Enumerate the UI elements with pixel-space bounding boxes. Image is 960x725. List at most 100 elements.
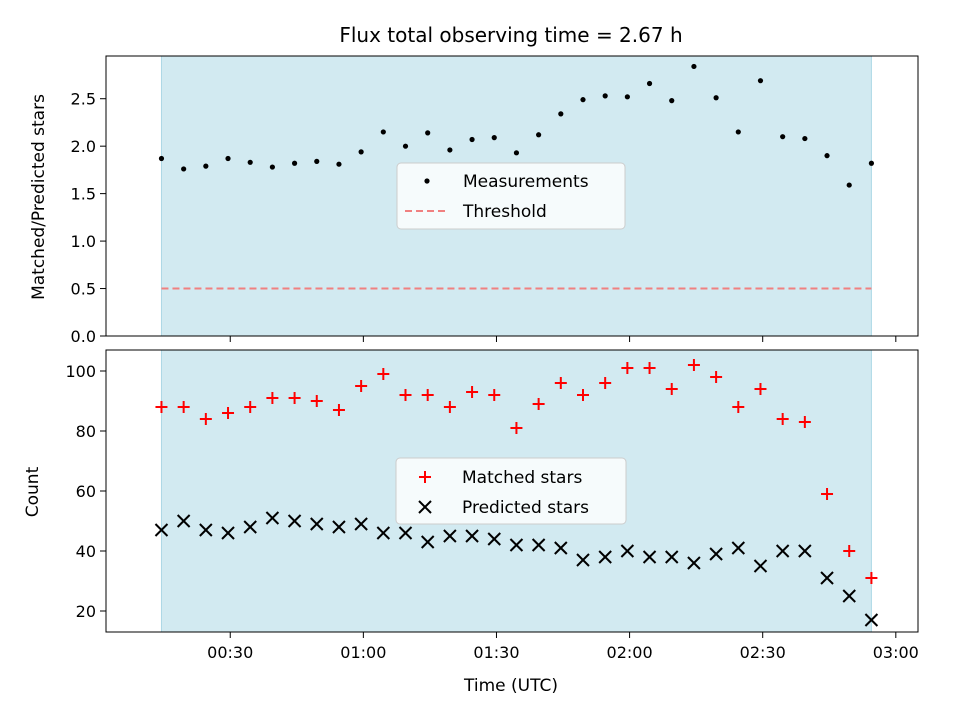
measurement-point	[824, 153, 830, 159]
matched-star-point	[665, 383, 678, 395]
predicted-star-point	[642, 550, 657, 564]
top-panel-frame	[105, 55, 919, 337]
matched-star-point	[532, 398, 545, 410]
predicted-star-point	[154, 523, 169, 537]
predicted-star-point	[598, 550, 612, 564]
bottom-y-axis-label: Count	[23, 466, 43, 517]
y-tick-label: 1.5	[71, 185, 96, 204]
top-legend-box	[396, 162, 626, 230]
measurement-point	[247, 159, 253, 165]
predicted-star-point	[398, 526, 413, 540]
predicted-star-point	[687, 556, 701, 570]
matched-star-point	[199, 413, 212, 425]
measurement-point	[735, 129, 741, 135]
legend-predicted-label: Predicted stars	[462, 498, 589, 518]
measurement-point	[336, 161, 342, 167]
bottom-legend-box	[395, 457, 627, 525]
legend-measurements-label: Measurements	[463, 172, 589, 192]
matched-star-point	[687, 359, 700, 371]
measurement-point	[580, 97, 586, 103]
predicted-star-point	[820, 571, 834, 585]
measurement-point	[691, 63, 697, 70]
matched-star-point	[288, 392, 301, 404]
bottom-panel-frame	[105, 349, 919, 633]
x-tick-label: 02:00	[607, 643, 653, 662]
measurement-point	[269, 164, 275, 170]
predicted-star-point	[465, 529, 479, 543]
measurement-point	[868, 160, 875, 166]
matched-star-point	[510, 422, 523, 434]
predicted-star-point	[420, 535, 435, 549]
predicted-star-point	[842, 589, 856, 603]
y-tick-label: 40	[76, 542, 96, 561]
x-axis-label: Time (UTC)	[463, 676, 558, 696]
measurement-point	[358, 149, 364, 155]
matched-star-point	[177, 401, 190, 413]
predicted-star-point	[864, 613, 879, 627]
predicted-star-point	[310, 517, 324, 531]
y-tick-label: 80	[76, 422, 96, 441]
matched-star-point	[488, 389, 501, 401]
predicted-star-point	[709, 547, 723, 561]
measurement-point	[291, 160, 298, 166]
measurement-point	[802, 135, 808, 142]
predicted-star-point	[265, 511, 280, 525]
legend-measurements-marker	[424, 178, 430, 184]
predicted-star-point	[376, 526, 391, 540]
matched-star-point	[710, 371, 723, 383]
matched-star-point	[266, 392, 279, 404]
legend-predicted-marker	[418, 500, 432, 514]
measurement-point	[181, 166, 187, 172]
y-tick-label: 2.0	[71, 137, 96, 156]
matched-star-point	[798, 416, 811, 428]
top-legend: Measurements Threshold	[396, 162, 626, 230]
x-tick-label: 01:00	[340, 643, 386, 662]
matched-star-point	[576, 389, 589, 401]
measurement-point	[425, 130, 431, 136]
measurement-point	[713, 95, 719, 101]
matched-star-point	[865, 572, 878, 584]
predicted-star-point	[243, 520, 257, 534]
matched-star-point	[332, 404, 345, 416]
legend-matched-marker	[419, 471, 431, 483]
x-tick-label: 03:00	[873, 643, 919, 662]
matched-star-point	[754, 383, 767, 395]
matched-star-point	[355, 380, 368, 392]
y-tick-label: 0.5	[71, 280, 96, 299]
legend-threshold-label: Threshold	[462, 202, 547, 222]
predicted-star-point	[531, 538, 546, 552]
y-tick-label: 100	[65, 362, 96, 381]
y-tick-label: 1.0	[71, 232, 96, 251]
legend-matched-label: Matched stars	[462, 468, 582, 488]
matched-star-point	[443, 401, 456, 413]
matched-star-point	[821, 488, 834, 500]
y-tick-label: 0.0	[71, 327, 96, 346]
matched-star-point	[399, 389, 412, 401]
x-tick-label: 00:30	[207, 643, 253, 662]
predicted-star-point	[509, 538, 524, 552]
x-tick-label: 02:30	[740, 643, 786, 662]
measurement-point	[646, 80, 653, 87]
predicted-star-point	[731, 541, 746, 555]
predicted-star-point	[287, 514, 302, 528]
matched-star-point	[599, 377, 612, 389]
matched-star-point	[377, 368, 390, 380]
matched-star-point	[155, 401, 168, 413]
matched-star-point	[843, 545, 856, 557]
matched-star-point	[222, 407, 235, 419]
predicted-star-point	[354, 517, 368, 531]
predicted-star-point	[487, 532, 501, 546]
measurement-point	[669, 98, 675, 104]
measurement-point	[513, 150, 520, 156]
predicted-star-point	[620, 544, 635, 558]
predicted-star-point	[576, 553, 590, 567]
x-tick-label: 01:30	[473, 643, 519, 662]
measurement-point	[447, 147, 453, 153]
y-tick-label: 20	[76, 602, 96, 621]
matched-star-point	[310, 395, 323, 407]
matched-star-point	[776, 413, 789, 425]
matched-star-point	[621, 362, 634, 374]
predicted-star-point	[221, 526, 235, 540]
predicted-star-point	[775, 544, 790, 558]
